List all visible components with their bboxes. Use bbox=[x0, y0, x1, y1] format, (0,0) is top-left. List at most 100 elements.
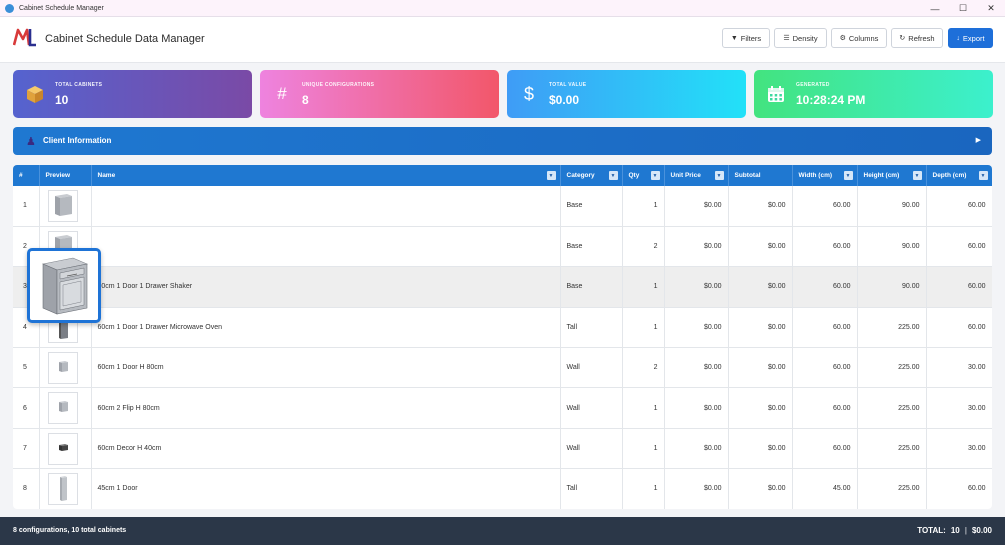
footer-summary: 8 configurations, 10 total cabinets bbox=[13, 527, 127, 534]
refresh-button[interactable]: ↻ Refresh bbox=[891, 28, 943, 48]
row-category: Wall bbox=[560, 428, 623, 470]
export-button-label: Export bbox=[962, 33, 985, 43]
column-filter-icon[interactable]: ▼ bbox=[912, 171, 922, 180]
column-header-width[interactable]: Width (cm) ▼ bbox=[792, 165, 858, 186]
columns-button[interactable]: ⚙ Columns bbox=[831, 28, 887, 48]
table-row[interactable]: 8 45cm 1 Door Tall 1 $0.00 $0.00 45.00 225.00 60… bbox=[13, 468, 992, 509]
cabinet-thumbnail[interactable] bbox=[47, 189, 78, 222]
refresh-button-label: Refresh bbox=[908, 33, 935, 43]
export-button[interactable]: ↓ Export bbox=[948, 28, 993, 48]
row-subtotal: $0.00 bbox=[728, 307, 793, 349]
cabinet-thumbnail[interactable] bbox=[47, 472, 78, 505]
window-controls: — ☐ ✕ bbox=[921, 0, 1005, 17]
row-width: 60.00 bbox=[792, 387, 858, 429]
table-row[interactable]: 2 Base 2 $0.00 $0.00 60.00 90.00 60.00 bbox=[13, 226, 992, 268]
row-preview bbox=[39, 428, 92, 470]
row-name: 60cm Decor H 40cm bbox=[91, 428, 561, 470]
maximize-icon[interactable]: ☐ bbox=[958, 3, 968, 13]
column-header-preview: Preview bbox=[39, 165, 92, 186]
row-index: 1 bbox=[13, 186, 40, 227]
row-depth: 30.00 bbox=[926, 428, 992, 470]
total-separator: | bbox=[964, 526, 967, 535]
column-filter-icon[interactable]: ▼ bbox=[650, 171, 660, 180]
row-qty: 1 bbox=[622, 468, 665, 509]
row-depth: 60.00 bbox=[926, 186, 992, 227]
cabinet-thumbnail[interactable] bbox=[47, 432, 78, 465]
filters-button-label: Filters bbox=[740, 33, 762, 43]
stat-label: UNIQUE CONFIGURATIONS bbox=[302, 82, 375, 88]
row-unit-price: $0.00 bbox=[664, 347, 729, 389]
column-filter-icon[interactable]: ▼ bbox=[546, 171, 556, 180]
row-height: 225.00 bbox=[857, 307, 927, 349]
row-category: Base bbox=[560, 266, 623, 308]
column-header-unit-price[interactable]: Unit Price ▼ bbox=[664, 165, 729, 186]
row-category: Tall bbox=[560, 307, 623, 349]
row-subtotal: $0.00 bbox=[728, 347, 793, 389]
row-height: 90.00 bbox=[857, 266, 927, 308]
column-header-name[interactable]: Name ▼ bbox=[91, 165, 561, 186]
density-button[interactable]: ☰ Density bbox=[774, 28, 827, 48]
table-row[interactable]: 5 60cm 1 Door H 80cm Wall 2 $0.00 $0.00 60.00 2… bbox=[13, 347, 992, 389]
minimize-icon[interactable]: — bbox=[930, 3, 940, 14]
stat-label: TOTAL VALUE bbox=[549, 82, 587, 88]
row-width: 60.00 bbox=[792, 186, 858, 227]
footer-total: TOTAL: 10 | $0.00 bbox=[917, 526, 992, 535]
row-depth: 30.00 bbox=[926, 387, 992, 429]
row-unit-price: $0.00 bbox=[664, 226, 729, 268]
calendar-icon bbox=[768, 86, 784, 102]
table-row[interactable]: 4 60cm 1 Door 1 Drawer Microwave Oven Tall… bbox=[13, 307, 992, 349]
table-row[interactable]: 6 60cm 2 Flip H 80cm Wall 1 $0.00 $0.00 60.00 2… bbox=[13, 387, 992, 429]
row-height: 90.00 bbox=[857, 226, 927, 268]
row-index: 5 bbox=[13, 347, 40, 389]
stat-value: $0.00 bbox=[549, 93, 580, 107]
stat-value: 10 bbox=[55, 93, 69, 107]
row-depth: 60.00 bbox=[926, 468, 992, 509]
column-header-qty[interactable]: Qty ▼ bbox=[622, 165, 665, 186]
dollar-icon: $ bbox=[523, 83, 534, 104]
row-unit-price: $0.00 bbox=[664, 307, 729, 349]
column-filter-icon[interactable]: ▼ bbox=[714, 171, 724, 180]
row-category: Base bbox=[560, 226, 623, 268]
row-category: Wall bbox=[560, 347, 623, 389]
filters-button[interactable]: ▼ Filters bbox=[722, 28, 770, 48]
column-filter-icon[interactable]: ▼ bbox=[608, 171, 618, 180]
row-height: 225.00 bbox=[857, 428, 927, 470]
row-depth: 30.00 bbox=[926, 347, 992, 389]
column-filter-icon[interactable]: ▼ bbox=[843, 171, 853, 180]
column-header-depth[interactable]: Depth (cm) ▼ bbox=[926, 165, 992, 186]
table-row[interactable]: 1 Base 1 $0.00 $0.00 60.00 90.00 60.00 bbox=[13, 186, 992, 227]
cabinet-thumbnail[interactable] bbox=[47, 351, 78, 384]
row-subtotal: $0.00 bbox=[728, 428, 793, 470]
row-width: 60.00 bbox=[792, 428, 858, 470]
cabinet-thumbnail[interactable] bbox=[47, 392, 78, 425]
total-label: TOTAL: bbox=[917, 526, 946, 535]
row-width: 60.00 bbox=[792, 226, 858, 268]
refresh-icon: ↻ bbox=[899, 35, 906, 42]
row-index: 8 bbox=[13, 468, 40, 509]
row-subtotal: $0.00 bbox=[728, 226, 793, 268]
row-name: 45cm 1 Door bbox=[91, 468, 561, 509]
filter-icon: ▼ bbox=[730, 34, 738, 42]
row-qty: 1 bbox=[622, 186, 665, 227]
table-row[interactable]: 7 60cm Decor H 40cm Wall 1 $0.00 $0.00 60.00 22… bbox=[13, 428, 992, 470]
row-category: Wall bbox=[560, 387, 623, 429]
status-footer: 8 configurations, 10 total cabinets TOTA… bbox=[0, 517, 1005, 545]
row-qty: 1 bbox=[622, 307, 665, 349]
column-filter-icon[interactable]: ▼ bbox=[978, 171, 988, 180]
row-depth: 60.00 bbox=[926, 266, 992, 308]
row-qty: 1 bbox=[622, 428, 665, 470]
table-row[interactable]: 3 60cm 1 Door 1 Drawer Shaker Base 1 $0.00 $0… bbox=[13, 266, 992, 308]
close-icon[interactable]: ✕ bbox=[987, 3, 995, 13]
page-title: Cabinet Schedule Data Manager bbox=[45, 33, 205, 45]
expand-arrow-icon[interactable]: ▶ bbox=[975, 137, 981, 144]
total-value: $0.00 bbox=[971, 526, 992, 535]
row-subtotal: $0.00 bbox=[728, 266, 793, 308]
preview-popup bbox=[27, 248, 101, 323]
row-width: 60.00 bbox=[792, 307, 858, 349]
row-unit-price: $0.00 bbox=[664, 428, 729, 470]
app-icon bbox=[5, 3, 14, 13]
column-header-height[interactable]: Height (cm) ▼ bbox=[857, 165, 927, 186]
row-preview bbox=[39, 468, 92, 509]
column-header-category[interactable]: Category ▼ bbox=[560, 165, 623, 186]
client-information-panel[interactable]: ♟ Client Information ▶ bbox=[13, 127, 992, 155]
